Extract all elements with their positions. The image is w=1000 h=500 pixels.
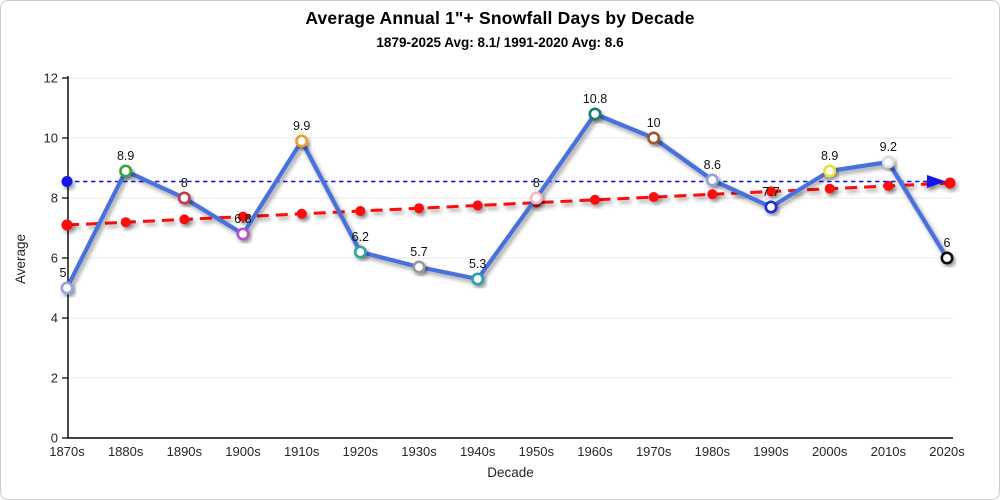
chart-subtitle: 1879-2025 Avg: 8.1/ 1991-2020 Avg: 8.6 bbox=[376, 35, 624, 50]
data-point-marker bbox=[705, 173, 719, 187]
trend-point bbox=[883, 180, 894, 191]
data-point-label: 9.9 bbox=[293, 119, 310, 133]
trend-line-series bbox=[61, 177, 956, 231]
data-point-label: 6 bbox=[944, 236, 951, 250]
y-axis-title: Average bbox=[13, 234, 28, 284]
data-point-label: 10.8 bbox=[583, 92, 607, 106]
data-point-marker bbox=[529, 191, 543, 205]
x-tick-label: 1950s bbox=[519, 444, 555, 459]
y-tick-label: 8 bbox=[51, 191, 58, 206]
data-point-marker bbox=[940, 251, 954, 265]
trend-point bbox=[120, 217, 131, 228]
data-point-label: 8.6 bbox=[704, 158, 721, 172]
x-tick-label: 2010s bbox=[871, 444, 907, 459]
data-point-label: 9.2 bbox=[880, 140, 897, 154]
trend-point bbox=[61, 219, 73, 231]
data-point-marker bbox=[412, 260, 426, 274]
y-tick-label: 0 bbox=[51, 431, 58, 446]
x-tick-label: 1940s bbox=[460, 444, 496, 459]
trend-point bbox=[707, 189, 718, 200]
x-tick-label: 1880s bbox=[108, 444, 144, 459]
trend-point bbox=[238, 211, 248, 222]
trend-line bbox=[66, 181, 951, 227]
trend-point bbox=[590, 194, 600, 205]
trend-point bbox=[766, 186, 776, 197]
data-point-marker bbox=[823, 164, 837, 178]
data-point-label: 7.7 bbox=[762, 185, 779, 199]
data-point-marker bbox=[119, 164, 133, 178]
y-tick-label: 6 bbox=[51, 251, 58, 266]
trend-point bbox=[472, 200, 483, 211]
reference-arrow-icon bbox=[927, 175, 946, 188]
y-tick-label: 12 bbox=[44, 71, 58, 86]
main-line bbox=[64, 111, 950, 291]
x-tick-label: 1930s bbox=[401, 444, 437, 459]
data-point-marker bbox=[647, 131, 661, 145]
data-point-marker bbox=[236, 227, 250, 241]
trend-point bbox=[414, 203, 424, 214]
data-point-label: 6.8 bbox=[234, 212, 251, 226]
x-tick-label: 2000s bbox=[812, 444, 848, 459]
data-point-marker bbox=[295, 134, 309, 148]
y-tick-label: 4 bbox=[51, 311, 58, 326]
data-point-label: 8.9 bbox=[821, 149, 838, 163]
data-point-marker bbox=[471, 272, 485, 286]
x-axis-title: Decade bbox=[487, 465, 534, 480]
x-tick-label: 1970s bbox=[636, 444, 672, 459]
x-tick-label: 1920s bbox=[343, 444, 379, 459]
x-tick-label: 1910s bbox=[284, 444, 320, 459]
data-point-marker bbox=[353, 245, 367, 259]
data-point-marker bbox=[764, 200, 778, 214]
trend-point bbox=[944, 177, 956, 189]
chart-title: Average Annual 1"+ Snowfall Days by Deca… bbox=[305, 8, 695, 28]
trend-point bbox=[648, 192, 659, 202]
data-point-label: 5.3 bbox=[469, 257, 486, 271]
data-point-label: 10 bbox=[647, 116, 661, 130]
x-tick-label: 1890s bbox=[167, 444, 203, 459]
x-tick-label: 1980s bbox=[695, 444, 731, 459]
trend-point bbox=[179, 214, 190, 225]
data-point-label: 5.7 bbox=[410, 245, 427, 259]
data-point-marker bbox=[177, 191, 191, 205]
data-point-label: 6.2 bbox=[352, 230, 369, 244]
data-point-label: 8.9 bbox=[117, 149, 134, 163]
data-point-marker bbox=[588, 107, 602, 121]
reference-line-series bbox=[61, 175, 946, 188]
trend-point bbox=[355, 206, 366, 216]
x-tick-label: 1900s bbox=[225, 444, 261, 459]
reference-start-dot bbox=[61, 176, 73, 187]
x-tick-label: 1990s bbox=[753, 444, 789, 459]
trend-point bbox=[296, 208, 307, 219]
y-tick-label: 2 bbox=[51, 371, 58, 386]
data-point-label: 8 bbox=[533, 176, 540, 190]
trend-point bbox=[824, 183, 835, 194]
data-point-label: 8 bbox=[181, 176, 188, 190]
y-tick-label: 10 bbox=[44, 131, 58, 146]
x-tick-label: 2020s bbox=[929, 444, 965, 459]
data-point-label: 5 bbox=[60, 266, 67, 280]
data-point-marker bbox=[881, 155, 895, 169]
data-point-marker bbox=[60, 281, 74, 295]
x-tick-label: 1870s bbox=[49, 444, 85, 459]
x-tick-label: 1960s bbox=[577, 444, 613, 459]
